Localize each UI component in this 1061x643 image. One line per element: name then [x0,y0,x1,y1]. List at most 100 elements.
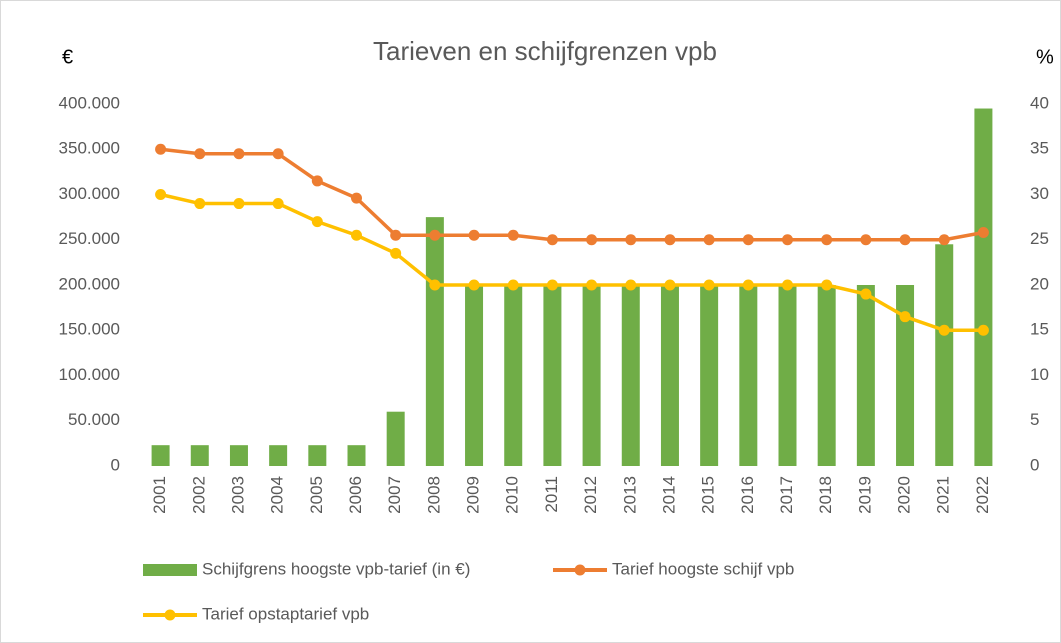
bar [269,445,288,466]
bar [151,445,170,466]
marker [977,324,989,336]
legend-swatch [143,564,197,576]
x-tick-label: 2017 [777,476,796,514]
y-tick-label: 250.000 [59,229,120,248]
x-tick-label: 2005 [307,476,326,514]
y2-tick-label: 10 [1030,365,1049,384]
marker [468,279,480,291]
marker [625,234,637,246]
legend-label: Tarief opstaptarief vpb [202,604,369,623]
y2-tick-label: 30 [1030,184,1049,203]
marker [155,189,167,200]
x-tick-label: 2006 [346,476,365,514]
x-tick-label: 2002 [189,476,208,514]
marker [311,216,323,228]
marker [351,192,362,204]
marker [311,175,323,187]
x-tick-label: 2007 [385,476,404,514]
bar [817,285,836,466]
x-tick-label: 2015 [699,476,718,514]
marker [429,279,441,291]
marker [586,234,598,246]
bar [347,445,366,466]
marker [938,324,950,336]
marker [860,288,872,300]
bar [386,411,405,466]
marker [233,198,245,210]
bar [660,285,679,466]
bar [504,285,523,466]
x-tick-label: 2009 [464,476,483,514]
legend-swatch [164,609,176,621]
marker [194,198,206,210]
bar [739,285,758,466]
x-tick-label: 2021 [934,476,953,514]
legend-swatch [574,564,586,576]
y-tick-label: 300.000 [59,184,120,203]
x-tick-label: 2003 [228,476,247,514]
bar [621,285,640,466]
x-tick-label: 2012 [581,476,600,514]
marker [664,279,676,291]
y2-tick-label: 15 [1030,320,1049,339]
y2-tick-label: 20 [1030,274,1049,293]
bar [190,445,209,466]
marker [860,234,872,246]
marker [468,229,480,241]
y2-tick-label: 5 [1030,410,1039,429]
x-tick-label: 2020 [895,476,914,514]
bar [856,285,875,466]
bar [229,445,248,466]
legend-label: Schijfgrens hoogste vpb-tarief (in €) [202,559,470,578]
bar [543,285,562,466]
marker [742,234,754,246]
marker [899,234,911,246]
marker [272,148,284,160]
y-tick-label: 50.000 [68,410,120,429]
bar [425,217,444,466]
marker [546,279,558,291]
marker [351,229,362,241]
marker [507,229,519,241]
x-tick-label: 2010 [503,476,522,514]
marker [194,148,206,160]
marker [742,279,754,291]
marker [782,234,793,246]
marker [782,279,793,291]
y-tick-label: 200.000 [59,274,120,293]
y2-tick-label: 25 [1030,229,1049,248]
marker [155,143,167,155]
marker [977,227,989,239]
bar [974,108,993,467]
marker [390,229,402,241]
y-tick-label: 400.000 [59,93,120,112]
marker [821,234,833,246]
marker [272,198,284,210]
bar [778,285,797,466]
x-tick-label: 2018 [816,476,835,514]
y-tick-label: 150.000 [59,320,120,339]
x-tick-label: 2013 [620,476,639,514]
bar [308,445,327,466]
marker [390,247,402,259]
chart-title: Tarieven en schijfgrenzen vpb [373,36,717,66]
y2-tick-label: 35 [1030,139,1049,158]
x-tick-label: 2022 [973,476,992,514]
y2-axis-label: % [1036,46,1054,68]
marker [664,234,676,246]
marker [938,234,950,246]
x-tick-label: 2004 [268,476,287,514]
marker [546,234,558,246]
marker [586,279,598,291]
legend-label: Tarief hoogste schijf vpb [612,559,794,578]
y-tick-label: 350.000 [59,139,120,158]
marker [429,229,441,241]
bar [700,285,719,466]
x-tick-label: 2008 [424,476,443,514]
x-tick-label: 2014 [659,476,678,514]
y2-tick-label: 40 [1030,93,1049,112]
marker [507,279,519,291]
marker [703,234,715,246]
